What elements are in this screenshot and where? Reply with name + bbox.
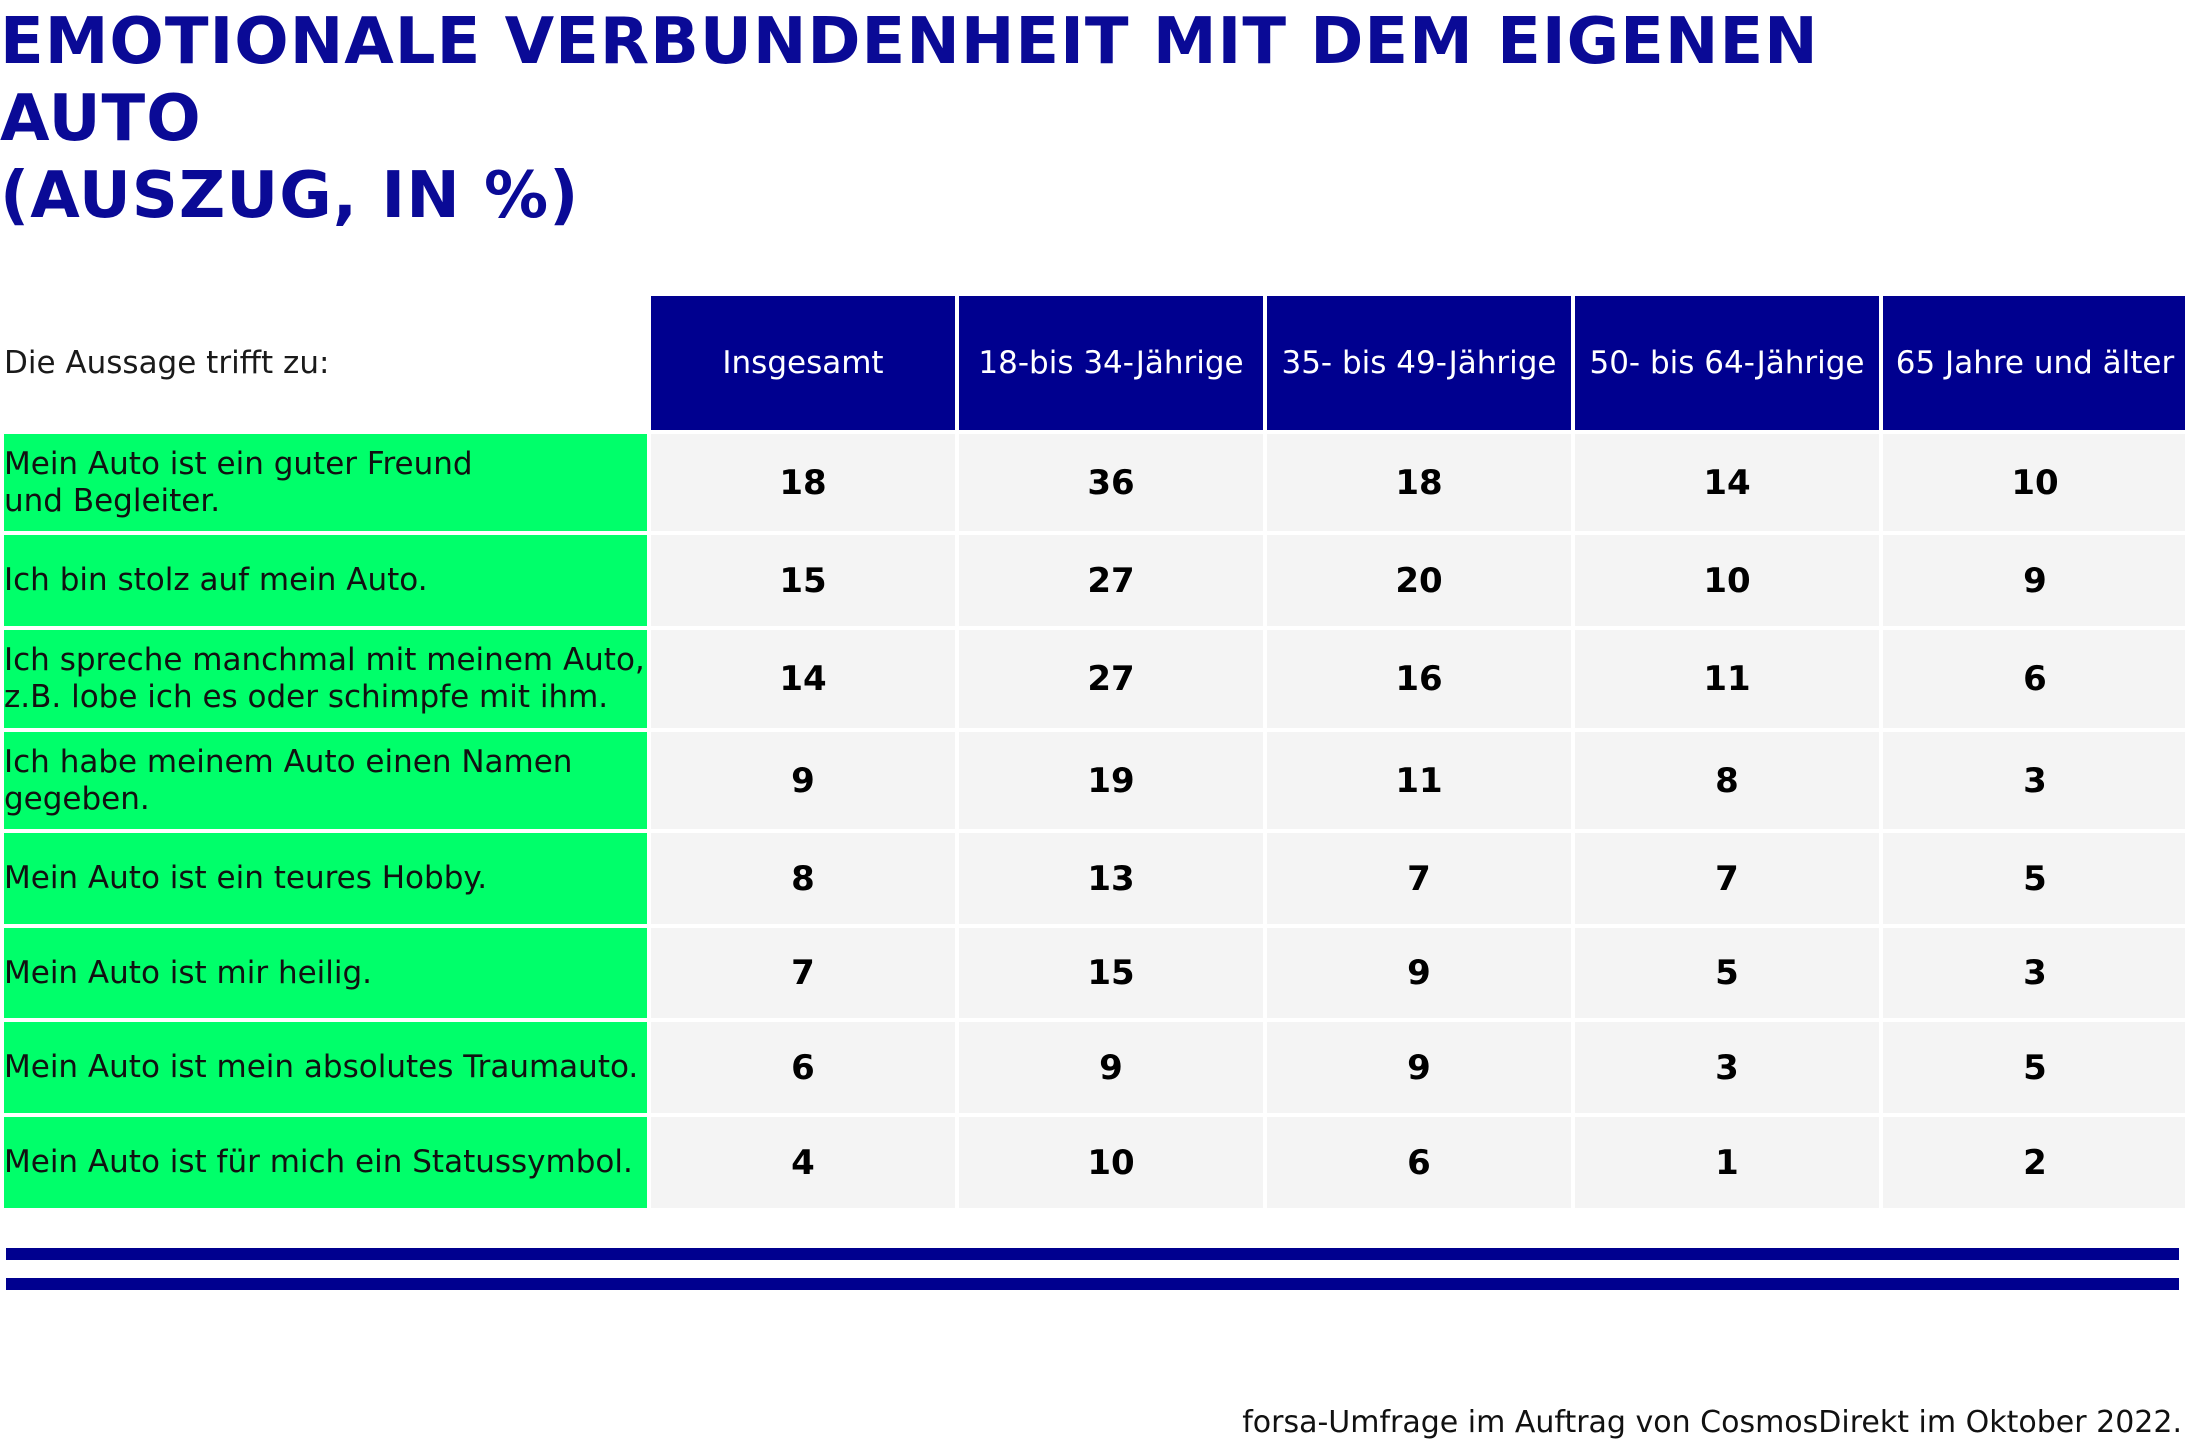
value-cell: 19 [959,732,1263,829]
data-table: Die Aussage trifft zu: Insgesamt 18-bis … [0,292,2185,1212]
table-row: Mein Auto ist ein guter Freund und Begle… [4,434,2185,531]
row-label: Mein Auto ist mein absolutes Traumauto. [4,1022,647,1113]
column-header: Insgesamt [651,296,955,430]
value-cell: 3 [1575,1022,1879,1113]
value-cell: 18 [1267,434,1571,531]
value-cell: 1 [1575,1117,1879,1208]
row-label: Ich bin stolz auf mein Auto. [4,535,647,626]
value-cell: 9 [651,732,955,829]
row-header-label: Die Aussage trifft zu: [4,296,647,430]
row-label: Mein Auto ist für mich ein Statussymbol. [4,1117,647,1208]
value-cell: 20 [1267,535,1571,626]
row-label: Ich spreche manchmal mit meinem Auto, z.… [4,630,647,728]
table-row: Ich bin stolz auf mein Auto. 15 27 20 10 9 [4,535,2185,626]
value-cell: 14 [1575,434,1879,531]
row-label: Mein Auto ist ein guter Freund und Begle… [4,434,647,531]
table-row: Mein Auto ist mir heilig. 7 15 9 5 3 [4,928,2185,1018]
table-row: Mein Auto ist mein absolutes Traumauto. 6… [4,1022,2185,1113]
table-row: Ich habe meinem Auto einen Namen gegeben… [4,732,2185,829]
divider-line [6,1248,2179,1260]
value-cell: 27 [959,535,1263,626]
value-cell: 10 [1575,535,1879,626]
chart-title: EMOTIONALE VERBUNDENHEIT MIT DEM EIGENEN… [0,5,1819,233]
value-cell: 3 [1883,928,2185,1018]
value-cell: 8 [651,833,955,924]
value-cell: 11 [1267,732,1571,829]
value-cell: 6 [1267,1117,1571,1208]
value-cell: 10 [1883,434,2185,531]
value-cell: 14 [651,630,955,728]
value-cell: 6 [651,1022,955,1113]
column-header: 35- bis 49-Jährige [1267,296,1571,430]
value-cell: 27 [959,630,1263,728]
value-cell: 5 [1883,1022,2185,1113]
value-cell: 9 [1267,1022,1571,1113]
value-cell: 36 [959,434,1263,531]
value-cell: 8 [1575,732,1879,829]
value-cell: 6 [1883,630,2185,728]
divider-line [6,1278,2179,1290]
value-cell: 18 [651,434,955,531]
source-note: forsa-Umfrage im Auftrag von CosmosDirek… [1242,1405,2182,1440]
value-cell: 15 [959,928,1263,1018]
value-cell: 3 [1883,732,2185,829]
table-row: Mein Auto ist ein teures Hobby. 8 13 7 7 5 [4,833,2185,924]
value-cell: 7 [1575,833,1879,924]
header-row: Die Aussage trifft zu: Insgesamt 18-bis … [4,296,2185,430]
value-cell: 4 [651,1117,955,1208]
row-label: Ich habe meinem Auto einen Namen gegeben… [4,732,647,829]
table-body: Mein Auto ist ein guter Freund und Begle… [4,434,2185,1208]
value-cell: 9 [1883,535,2185,626]
value-cell: 2 [1883,1117,2185,1208]
value-cell: 9 [959,1022,1263,1113]
value-cell: 10 [959,1117,1263,1208]
row-label: Mein Auto ist ein teures Hobby. [4,833,647,924]
value-cell: 15 [651,535,955,626]
column-header: 65 Jahre und älter [1883,296,2185,430]
value-cell: 11 [1575,630,1879,728]
value-cell: 9 [1267,928,1571,1018]
value-cell: 13 [959,833,1263,924]
row-label: Mein Auto ist mir heilig. [4,928,647,1018]
value-cell: 5 [1883,833,2185,924]
table-row: Ich spreche manchmal mit meinem Auto, z.… [4,630,2185,728]
value-cell: 7 [651,928,955,1018]
column-header: 18-bis 34-Jährige [959,296,1263,430]
value-cell: 16 [1267,630,1571,728]
value-cell: 5 [1575,928,1879,1018]
column-header: 50- bis 64-Jährige [1575,296,1879,430]
value-cell: 7 [1267,833,1571,924]
table-row: Mein Auto ist für mich ein Statussymbol.… [4,1117,2185,1208]
